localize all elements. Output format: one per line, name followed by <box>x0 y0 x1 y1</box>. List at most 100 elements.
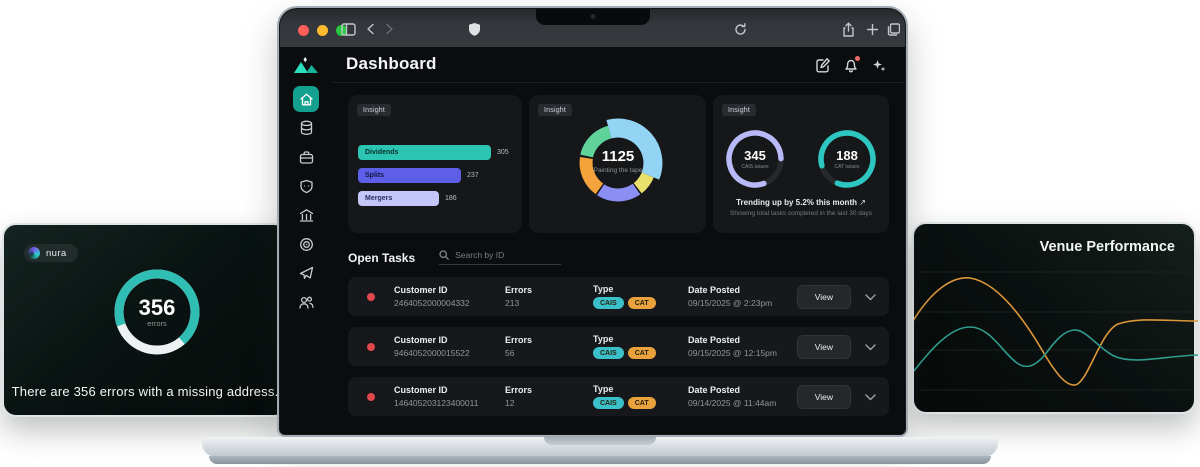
errors-count: 12 <box>505 398 515 408</box>
venue-performance-title: Venue Performance <box>1039 239 1175 255</box>
bar-value: 186 <box>445 195 457 202</box>
col-header: Date Posted <box>688 335 741 345</box>
compose-icon[interactable] <box>815 57 831 73</box>
privacy-shield-icon[interactable] <box>466 21 482 37</box>
view-button[interactable]: View <box>796 334 851 359</box>
laptop: Dashboard <box>277 6 908 437</box>
laptop-base-edge <box>209 456 991 464</box>
bar-value: 305 <box>497 149 509 156</box>
bar-value: 237 <box>467 172 479 179</box>
insight-card-gauges: Insight 345 CAIS issues <box>713 95 890 233</box>
col-header: Date Posted <box>688 285 741 295</box>
sidebar-item-home[interactable] <box>293 86 319 112</box>
close-window-button[interactable] <box>298 25 309 36</box>
task-row[interactable]: Customer ID 2464052000004332 Errors 213 Ty… <box>348 277 889 316</box>
bar-row: Mergers 186 <box>358 191 516 206</box>
status-dot <box>367 342 375 351</box>
customer-id: 9464052000015522 <box>394 348 470 358</box>
task-row[interactable]: Customer ID 146405203123400011 Errors 12 T… <box>348 377 889 416</box>
type-badge: CAT <box>627 397 656 409</box>
col-header: Type <box>593 334 614 344</box>
type-badge: CAIS <box>593 347 624 359</box>
chevron-down-icon[interactable] <box>865 338 876 356</box>
donut-total: 1125 <box>601 148 635 165</box>
sidebar-toggle-icon[interactable] <box>340 21 356 37</box>
errors-count: 356 <box>138 295 176 320</box>
notifications-bell-icon[interactable] <box>843 55 861 73</box>
col-header: Errors <box>505 335 533 345</box>
bar-row: Dividends 305 <box>358 145 516 160</box>
camera-notch <box>535 9 650 25</box>
status-dot <box>367 392 375 401</box>
task-row[interactable]: Customer ID 9464052000015522 Errors 56 Typ… <box>348 327 889 366</box>
bar-chart: Dividends 305 Splits 237 Mergers 186 <box>358 145 516 214</box>
col-header: Customer ID <box>394 335 448 345</box>
insight-pill: Insight <box>538 104 573 116</box>
brand-logo-icon <box>28 247 40 259</box>
brand-pill: nura <box>24 244 78 262</box>
search-field[interactable] <box>439 250 562 265</box>
sidebar-item-target[interactable] <box>293 231 319 257</box>
back-icon[interactable] <box>362 21 378 37</box>
errors-count: 56 <box>505 348 515 358</box>
status-dot <box>367 292 375 301</box>
donut-subtitle: Painting the tape <box>593 167 643 174</box>
col-header: Errors <box>505 285 533 295</box>
sidebar-item-send[interactable] <box>293 260 319 286</box>
gauge-label: CAIS issues <box>741 164 769 170</box>
forward-icon[interactable] <box>381 21 397 37</box>
col-header: Errors <box>505 385 533 395</box>
share-icon[interactable] <box>840 21 856 37</box>
tasks-title: Open Tasks <box>348 251 416 265</box>
laptop-screen: Dashboard <box>280 9 905 434</box>
gauge-cais: 345 CAIS issues <box>723 127 787 191</box>
col-header: Type <box>593 284 614 294</box>
sidebar-item-shield[interactable] <box>293 173 319 199</box>
bar-mergers: Mergers <box>358 191 439 206</box>
errors-count-label: errors <box>147 319 167 328</box>
date-posted: 09/14/2025 @ 11:44am <box>688 398 777 408</box>
sidebar-item-users[interactable] <box>293 289 319 315</box>
new-tab-icon[interactable] <box>864 21 880 37</box>
tabs-overview-icon[interactable] <box>885 21 901 37</box>
app-sidebar <box>280 47 332 434</box>
insight-card-donut: Insight 1125 Painting th <box>529 95 707 233</box>
insight-cards: Insight Dividends 305 Splits 237 <box>348 95 890 233</box>
venue-performance-card: Venue Performance <box>912 222 1198 414</box>
errors-count: 213 <box>505 298 520 308</box>
gauge-label: CAT issues <box>834 164 860 170</box>
col-header: Customer ID <box>394 285 448 295</box>
sidebar-item-database[interactable] <box>293 115 319 141</box>
gauge-cat: 188 CAT issues <box>815 127 879 191</box>
header-divider <box>332 82 905 83</box>
col-header: Type <box>593 384 614 394</box>
trend-arrow-icon: ↗ <box>859 198 866 207</box>
insight-card-bars: Insight Dividends 305 Splits 237 <box>348 95 523 233</box>
minimize-window-button[interactable] <box>317 25 328 36</box>
customer-id: 2464052000004332 <box>394 298 470 308</box>
type-badge: CAIS <box>593 397 624 409</box>
customer-id: 146405203123400011 <box>394 398 479 408</box>
chevron-down-icon[interactable] <box>865 388 876 406</box>
bar-splits: Splits <box>358 168 461 183</box>
gauge-value: 188 <box>836 148 858 163</box>
view-button[interactable]: View <box>796 384 851 409</box>
col-header: Customer ID <box>394 385 448 395</box>
view-button[interactable]: View <box>796 284 851 309</box>
sidebar-item-briefcase[interactable] <box>293 144 319 170</box>
type-badge: CAT <box>627 297 656 309</box>
venue-performance-chart <box>914 271 1198 391</box>
reload-icon[interactable] <box>732 21 748 37</box>
sparkles-icon[interactable] <box>871 57 887 73</box>
type-badge: CAIS <box>593 297 624 309</box>
chevron-down-icon[interactable] <box>865 288 876 306</box>
trend-text: Trending up by 5.2% this month ↗ <box>736 198 866 207</box>
bar-row: Splits 237 <box>358 168 516 183</box>
app-logo-icon <box>294 57 318 73</box>
search-input[interactable] <box>455 250 556 260</box>
col-header: Date Posted <box>688 385 741 395</box>
bar-dividends: Dividends <box>358 145 491 160</box>
sidebar-item-bank[interactable] <box>293 202 319 228</box>
tasks-header: Open Tasks <box>348 250 889 265</box>
